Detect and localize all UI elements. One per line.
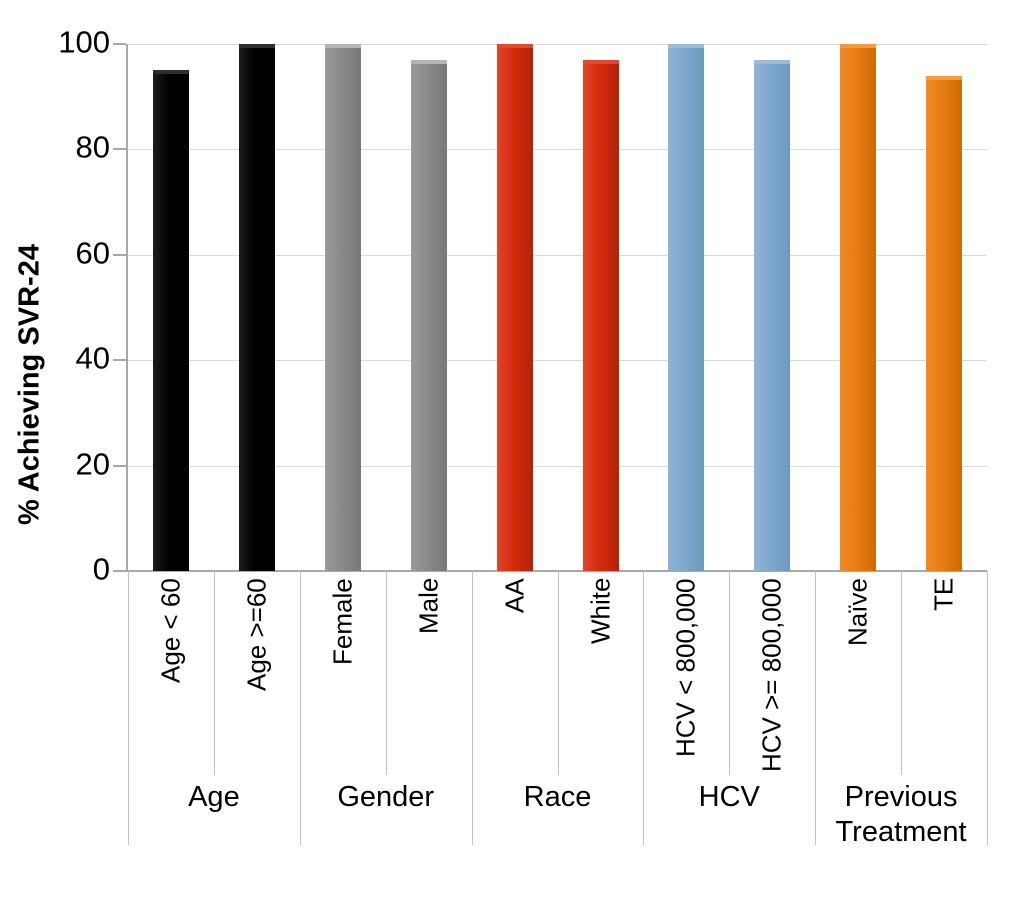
category-label-aa: AA [499,578,530,613]
bar-hcv-800-000 [754,59,791,571]
group-separator [643,775,645,845]
gridline [128,149,987,151]
y-tick-mark [113,253,126,256]
category-separator [299,571,301,775]
y-tick-label: 40 [75,340,110,376]
group-separator [471,775,473,845]
bar-age-60 [152,70,189,571]
bar-male [410,59,447,571]
bar-top-bevel [754,59,791,64]
category-label-female: Female [327,578,358,665]
group-separator [815,775,817,845]
category-label-hcv-800-000: HCV < 800,000 [670,578,701,757]
category-separator [729,571,731,775]
bar-top-bevel [410,59,447,64]
bar-hcv-800-000 [668,44,705,571]
category-separator [643,571,645,775]
category-separator [901,571,903,775]
category-separator [471,571,473,775]
group-label-hcv: HCV [698,781,760,813]
y-tick-label: 20 [75,446,110,482]
y-tick-label: 60 [75,235,110,271]
category-label-na-ve: Naïve [842,578,873,646]
y-tick-mark [113,464,126,467]
y-axis-line [126,44,128,571]
category-separator [557,571,559,775]
gridline [128,360,987,362]
category-label-white: White [584,578,615,645]
category-separator [128,571,129,775]
bar-te [926,75,963,571]
bar-na-ve [840,44,877,571]
y-tick-label: 80 [75,129,110,165]
category-separator [213,571,215,775]
category-separator [987,571,988,775]
bar-white [582,59,619,571]
y-tick-mark [113,148,126,151]
bar-top-bevel [582,59,619,64]
bar-top-bevel [152,70,189,75]
category-label-hcv-800-000: HCV >= 800,000 [756,578,787,772]
y-axis-title: % Achieving SVR-24 [13,244,46,526]
x-axis-line [126,570,987,572]
bar-aa [496,44,533,571]
group-separator [299,775,301,845]
gridline [128,44,987,45]
group-label-previous-treatment: Previous Treatment [835,781,967,848]
y-tick-mark [113,570,126,572]
y-tick-mark [113,359,126,362]
bar-top-bevel [668,44,705,48]
bar-female [324,44,361,571]
bar-top-bevel [238,44,275,48]
y-tick-label: 0 [92,551,110,587]
group-separator [128,775,129,845]
gridline [128,465,987,467]
gridline [128,254,987,256]
bar-age-60 [238,44,275,571]
group-label-age: Age [188,781,240,813]
group-label-race: Race [523,781,592,813]
y-tick-mark [113,43,126,45]
category-label-age-60: Age < 60 [155,578,186,683]
bar-top-bevel [324,44,361,48]
category-label-male: Male [413,578,444,635]
group-separator [987,775,988,845]
category-separator [385,571,387,775]
group-label-gender: Gender [337,781,435,813]
bar-top-bevel [840,44,877,48]
category-label-te: TE [928,578,959,612]
bar-top-bevel [926,75,963,80]
bar-top-bevel [496,44,533,48]
category-label-age-60: Age >=60 [241,578,272,691]
y-tick-label: 100 [58,24,110,60]
category-separator [815,571,817,775]
